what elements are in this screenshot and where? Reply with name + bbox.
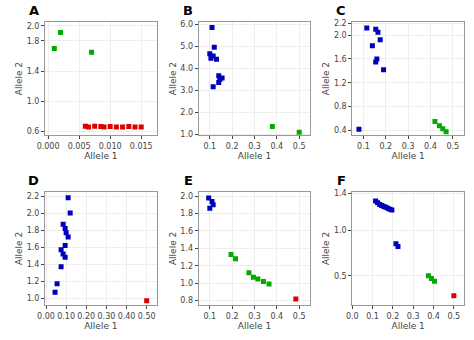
svg-text:0.3: 0.3: [402, 142, 415, 151]
svg-text:0.5: 0.5: [293, 142, 306, 151]
svg-text:Allele 2: Allele 2: [321, 62, 331, 95]
svg-text:0.000: 0.000: [37, 142, 60, 151]
svg-text:1.6: 1.6: [180, 227, 193, 236]
svg-text:0.8: 0.8: [180, 296, 193, 305]
svg-text:2.2: 2.2: [27, 192, 40, 201]
svg-text:1.4: 1.4: [180, 244, 193, 253]
svg-text:0.8: 0.8: [334, 102, 347, 111]
svg-text:Allele 2: Allele 2: [168, 232, 178, 265]
svg-text:0.2: 0.2: [226, 312, 239, 321]
svg-text:1.4: 1.4: [334, 189, 347, 198]
svg-text:1.2: 1.2: [334, 79, 347, 88]
svg-text:0.015: 0.015: [130, 142, 153, 151]
svg-text:0.5: 0.5: [447, 312, 460, 321]
svg-text:1.6: 1.6: [334, 55, 347, 64]
svg-text:D: D: [28, 173, 39, 188]
svg-text:1.8: 1.8: [180, 209, 193, 218]
svg-text:Allele 1: Allele 1: [391, 321, 424, 331]
svg-text:0.4: 0.4: [424, 142, 437, 151]
svg-text:1.0: 1.0: [180, 130, 193, 139]
svg-text:0.005: 0.005: [68, 142, 91, 151]
svg-text:Allele 1: Allele 1: [391, 151, 424, 161]
svg-text:1.0: 1.0: [27, 294, 40, 303]
svg-text:Allele 2: Allele 2: [321, 232, 331, 265]
svg-text:0.3: 0.3: [248, 312, 261, 321]
svg-text:A: A: [29, 3, 39, 18]
svg-text:3.0: 3.0: [180, 86, 193, 95]
svg-text:B: B: [183, 3, 193, 18]
svg-text:1.2: 1.2: [180, 262, 193, 271]
svg-text:0.20: 0.20: [77, 312, 95, 321]
svg-text:0.5: 0.5: [293, 312, 306, 321]
svg-text:0.40: 0.40: [118, 312, 136, 321]
svg-text:5.0: 5.0: [180, 42, 193, 51]
svg-text:0.10: 0.10: [57, 312, 75, 321]
svg-text:1.0: 1.0: [27, 97, 40, 106]
svg-text:Allele 1: Allele 1: [238, 321, 271, 331]
svg-text:1.6: 1.6: [27, 243, 40, 252]
svg-text:E: E: [184, 173, 193, 188]
svg-text:0.4: 0.4: [427, 312, 440, 321]
svg-text:2.0: 2.0: [180, 192, 193, 201]
svg-text:0.1: 0.1: [203, 142, 216, 151]
svg-text:2.0: 2.0: [180, 108, 193, 117]
svg-text:1.0: 1.0: [334, 226, 347, 235]
svg-text:1.8: 1.8: [27, 37, 40, 46]
svg-text:0.30: 0.30: [97, 312, 115, 321]
svg-text:Allele 2: Allele 2: [14, 232, 24, 265]
svg-text:0.1: 0.1: [366, 312, 379, 321]
svg-text:2.2: 2.2: [334, 19, 347, 28]
svg-text:Allele 1: Allele 1: [84, 151, 117, 161]
svg-text:0.0: 0.0: [346, 312, 359, 321]
svg-text:6.0: 6.0: [180, 20, 193, 29]
svg-text:0.4: 0.4: [270, 312, 283, 321]
svg-text:1.4: 1.4: [27, 67, 40, 76]
svg-text:0.50: 0.50: [138, 312, 156, 321]
svg-text:Allele 1: Allele 1: [238, 151, 271, 161]
svg-text:0.00: 0.00: [37, 312, 55, 321]
svg-text:Allele 2: Allele 2: [168, 62, 178, 95]
svg-text:1.8: 1.8: [27, 226, 40, 235]
svg-text:0.2: 0.2: [379, 142, 392, 151]
svg-text:0.5: 0.5: [446, 142, 459, 151]
svg-text:Allele 2: Allele 2: [14, 62, 24, 95]
svg-text:C: C: [336, 3, 346, 18]
svg-text:0.6: 0.6: [27, 127, 40, 136]
svg-text:0.3: 0.3: [407, 312, 420, 321]
svg-text:Allele 1: Allele 1: [84, 321, 117, 331]
svg-text:1.0: 1.0: [180, 279, 193, 288]
svg-text:0.4: 0.4: [270, 142, 283, 151]
svg-text:2.0: 2.0: [334, 31, 347, 40]
svg-text:0.1: 0.1: [357, 142, 370, 151]
svg-text:0.1: 0.1: [203, 312, 216, 321]
svg-text:2.0: 2.0: [27, 209, 40, 218]
svg-text:0.2: 0.2: [226, 142, 239, 151]
svg-text:F: F: [337, 173, 346, 188]
svg-text:1.2: 1.2: [27, 277, 40, 286]
svg-text:0.4: 0.4: [334, 126, 347, 135]
svg-text:0.3: 0.3: [248, 142, 261, 151]
svg-text:4.0: 4.0: [180, 64, 193, 73]
svg-text:1.4: 1.4: [27, 260, 40, 269]
svg-text:0.2: 0.2: [387, 312, 400, 321]
svg-text:0.010: 0.010: [99, 142, 122, 151]
svg-text:0.5: 0.5: [334, 272, 347, 281]
svg-text:2.0: 2.0: [27, 22, 40, 31]
